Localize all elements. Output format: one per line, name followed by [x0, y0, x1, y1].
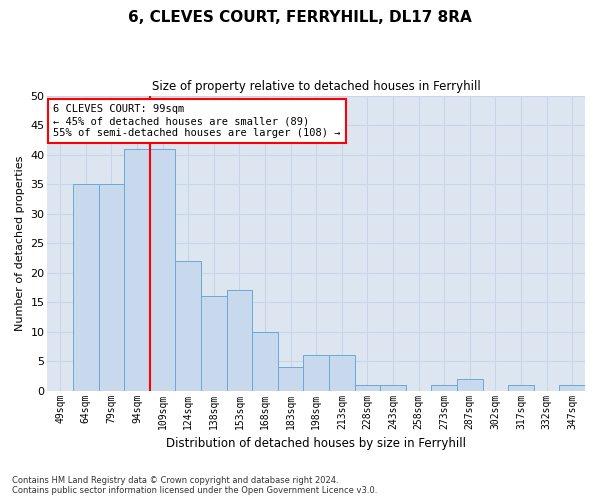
- Bar: [304, 355, 329, 390]
- Bar: [278, 367, 304, 390]
- Bar: [329, 355, 355, 390]
- Bar: [355, 384, 380, 390]
- Bar: [124, 148, 150, 390]
- Bar: [252, 332, 278, 390]
- Bar: [380, 384, 406, 390]
- Bar: [559, 384, 585, 390]
- Bar: [175, 261, 201, 390]
- Bar: [508, 384, 534, 390]
- Text: 6, CLEVES COURT, FERRYHILL, DL17 8RA: 6, CLEVES COURT, FERRYHILL, DL17 8RA: [128, 10, 472, 25]
- Bar: [98, 184, 124, 390]
- Bar: [457, 379, 482, 390]
- Bar: [431, 384, 457, 390]
- Text: Contains HM Land Registry data © Crown copyright and database right 2024.
Contai: Contains HM Land Registry data © Crown c…: [12, 476, 377, 495]
- X-axis label: Distribution of detached houses by size in Ferryhill: Distribution of detached houses by size …: [166, 437, 466, 450]
- Bar: [227, 290, 252, 390]
- Text: 6 CLEVES COURT: 99sqm
← 45% of detached houses are smaller (89)
55% of semi-deta: 6 CLEVES COURT: 99sqm ← 45% of detached …: [53, 104, 340, 138]
- Bar: [201, 296, 227, 390]
- Y-axis label: Number of detached properties: Number of detached properties: [15, 156, 25, 331]
- Bar: [150, 148, 175, 390]
- Bar: [73, 184, 98, 390]
- Title: Size of property relative to detached houses in Ferryhill: Size of property relative to detached ho…: [152, 80, 481, 93]
